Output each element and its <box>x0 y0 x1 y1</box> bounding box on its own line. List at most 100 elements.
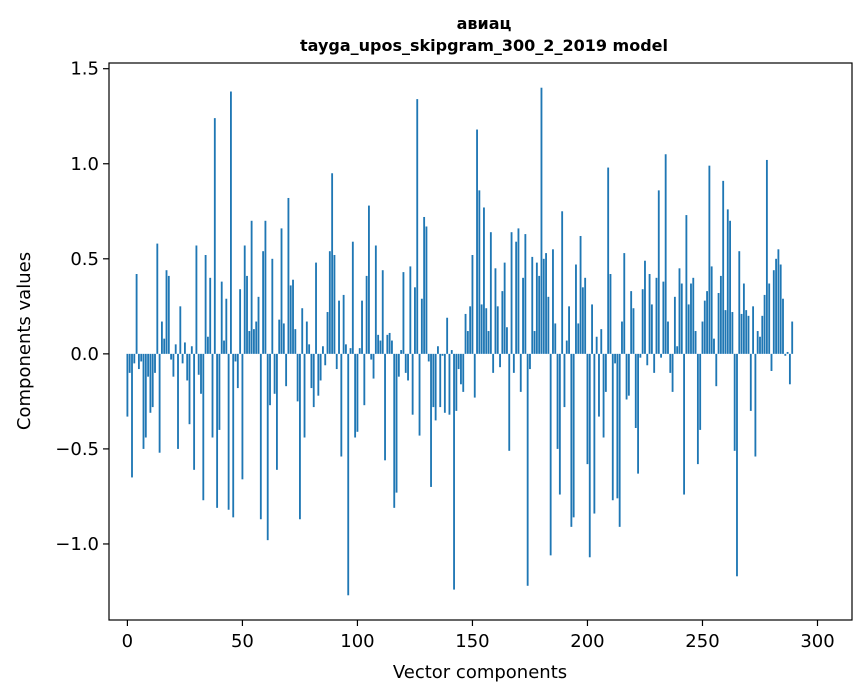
bar-90 <box>333 255 336 354</box>
bar-235 <box>667 321 669 354</box>
y-tick-label: 0.0 <box>70 344 99 365</box>
bar-202 <box>591 304 593 354</box>
bar-135 <box>437 346 439 354</box>
bar-123 <box>409 266 412 354</box>
x-tick-label: 0 <box>122 631 133 652</box>
bar-289 <box>791 321 794 354</box>
bar-55 <box>253 329 255 354</box>
bar-9 <box>147 353 150 377</box>
bar-117 <box>395 353 398 493</box>
bar-53 <box>248 331 251 354</box>
bar-12 <box>154 353 156 373</box>
bar-95 <box>345 344 347 354</box>
bar-217 <box>625 353 628 400</box>
bar-145 <box>460 353 462 385</box>
bar-155 <box>483 207 485 354</box>
bar-186 <box>554 323 557 354</box>
bar-33 <box>202 353 205 501</box>
bar-20 <box>172 353 175 377</box>
bar-113 <box>386 334 389 354</box>
bar-151 <box>473 353 476 398</box>
bar-245 <box>690 283 692 354</box>
bar-38 <box>213 118 216 354</box>
bar-125 <box>414 287 416 354</box>
bar-184 <box>549 353 552 556</box>
bar-152 <box>476 129 478 354</box>
bar-148 <box>466 331 469 354</box>
bar-73 <box>294 329 297 354</box>
bar-92 <box>338 300 340 354</box>
bar-146 <box>462 353 465 392</box>
bar-138 <box>443 353 446 413</box>
bar-242 <box>683 353 685 495</box>
bar-166 <box>508 353 511 451</box>
bar-80 <box>310 353 313 389</box>
bar-127 <box>418 353 421 436</box>
bar-134 <box>434 353 437 421</box>
bar-14 <box>158 353 161 453</box>
bar-68 <box>282 323 285 354</box>
bar-11 <box>151 353 154 408</box>
bar-206 <box>600 329 603 354</box>
bar-18 <box>167 275 170 354</box>
bar-157 <box>487 331 490 354</box>
bar-54 <box>250 220 253 354</box>
bar-70 <box>287 197 290 354</box>
bar-232 <box>660 353 662 358</box>
x-tick-label: 100 <box>340 631 374 652</box>
bar-77 <box>303 353 306 438</box>
bar-255 <box>713 338 715 354</box>
bar-198 <box>581 287 584 354</box>
bar-150 <box>471 255 474 354</box>
bar-185 <box>552 249 554 354</box>
bar-224 <box>641 289 644 354</box>
bar-94 <box>342 294 345 354</box>
bar-132 <box>430 353 432 487</box>
bar-56 <box>255 321 258 354</box>
bar-170 <box>517 228 520 354</box>
chart-subtitle: tayga_upos_skipgram_300_2_2019 model <box>300 36 668 55</box>
bar-47 <box>234 353 237 362</box>
x-axis: 0 50 100 150 200 250 300 <box>122 620 835 652</box>
bars-group <box>126 87 794 596</box>
y-axis: −1.0 −0.5 0.0 0.5 1.0 1.5 <box>55 59 109 555</box>
bar-258 <box>719 275 722 354</box>
bar-223 <box>639 353 642 358</box>
y-tick-label: −1.0 <box>55 534 99 555</box>
bar-81 <box>312 353 315 408</box>
bar-162 <box>499 353 501 368</box>
x-tick-label: 250 <box>685 631 719 652</box>
bar-122 <box>407 353 409 381</box>
bar-143 <box>455 353 458 411</box>
bar-211 <box>611 353 614 501</box>
x-tick-label: 50 <box>231 631 254 652</box>
bar-230 <box>655 277 658 354</box>
bar-105 <box>368 205 370 354</box>
bar-199 <box>584 277 587 354</box>
bar-173 <box>524 234 527 354</box>
bar-50 <box>241 353 244 480</box>
bar-283 <box>777 249 780 354</box>
bar-209 <box>607 167 610 354</box>
bar-2 <box>131 353 133 478</box>
bar-286 <box>784 353 787 356</box>
bar-275 <box>759 336 761 354</box>
bar-116 <box>393 353 396 508</box>
bar-7 <box>142 353 145 449</box>
bar-108 <box>374 245 377 354</box>
bar-254 <box>710 266 713 354</box>
bar-168 <box>512 353 515 373</box>
bar-91 <box>335 353 338 370</box>
bar-34 <box>204 255 207 354</box>
bar-72 <box>292 279 294 354</box>
bar-22 <box>177 353 179 449</box>
bar-227 <box>648 274 651 354</box>
bar-250 <box>701 321 704 354</box>
bar-278 <box>765 159 768 354</box>
bar-178 <box>535 262 538 354</box>
bar-100 <box>356 353 359 432</box>
bar-3 <box>133 353 136 364</box>
bar-252 <box>706 291 708 354</box>
y-tick-label: 0.5 <box>70 249 99 270</box>
